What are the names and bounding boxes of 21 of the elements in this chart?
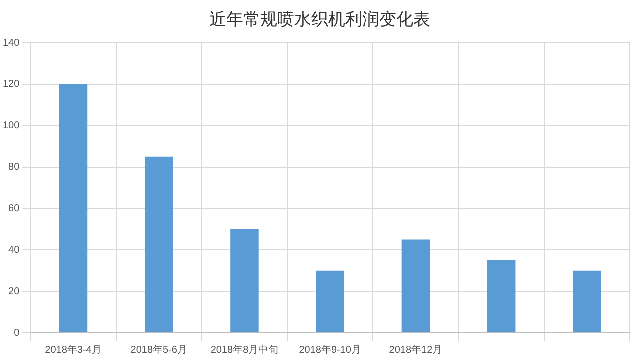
y-tick-label: 60	[8, 203, 20, 214]
bar	[573, 270, 602, 332]
bar	[144, 156, 174, 332]
y-tick-label: 0	[14, 328, 20, 339]
y-tick-label: 120	[2, 79, 20, 90]
x-tick-label: 2018年3-4月	[45, 344, 102, 356]
bar	[59, 84, 88, 332]
chart-title: 近年常规喷水织机利润变化表	[208, 9, 432, 32]
x-tick-label: 2018年8月中旬	[210, 344, 279, 356]
bar	[402, 240, 430, 332]
y-tick-label: 20	[8, 286, 20, 298]
x-tick-label: 2018年9-10月	[299, 344, 362, 356]
x-tick-label: 2018年12月	[389, 344, 443, 356]
bar	[230, 229, 259, 332]
bar	[316, 270, 344, 332]
y-tick-label: 80	[8, 162, 20, 174]
bar	[487, 260, 516, 332]
x-tick-label: 2018年5-6月	[130, 344, 188, 356]
y-tick-label: 140	[2, 38, 20, 49]
y-tick-label: 100	[2, 120, 20, 132]
y-tick-label: 40	[8, 244, 20, 256]
